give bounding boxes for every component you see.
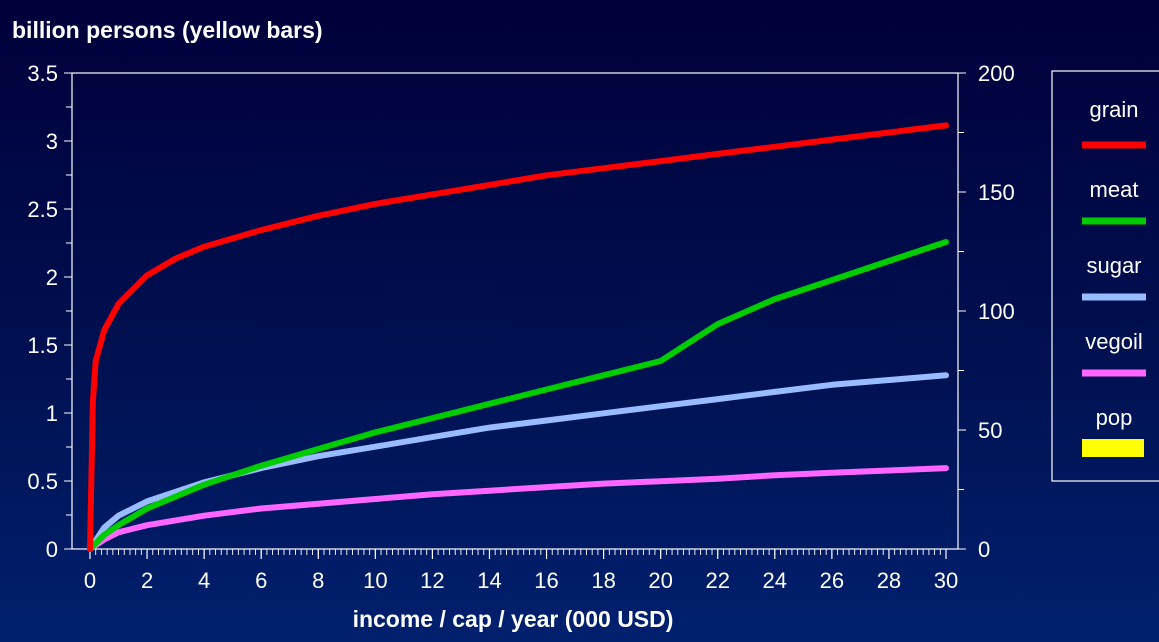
x-tick-label: 16 xyxy=(534,568,558,593)
y-right-tick-label: 150 xyxy=(978,180,1015,205)
y-right-tick-label: 50 xyxy=(978,418,1002,443)
grain-line xyxy=(87,122,949,552)
x-tick-label: 18 xyxy=(591,568,615,593)
y-left-tick-label: 1 xyxy=(46,401,58,426)
y-left-tick-label: 2 xyxy=(46,265,58,290)
legend-label-sugar: sugar xyxy=(1086,253,1141,278)
y-left-tick-label: 0.5 xyxy=(27,469,58,494)
y-left-tick-label: 1.5 xyxy=(27,333,58,358)
sugar-line xyxy=(87,372,949,552)
x-tick-label: 26 xyxy=(820,568,844,593)
y-left-tick-label: 3 xyxy=(46,129,58,154)
y-left-tick-label: 0 xyxy=(46,537,58,562)
legend-label-grain: grain xyxy=(1090,97,1139,122)
x-tick-label: 4 xyxy=(198,568,210,593)
legend: grain meat sugar vegoil pop xyxy=(1051,70,1159,482)
y-axis-label: billion persons (yellow bars) xyxy=(12,17,323,43)
x-tick-label: 12 xyxy=(420,568,444,593)
y-right-tick-label: 0 xyxy=(978,537,990,562)
x-tick-label: 28 xyxy=(877,568,901,593)
x-tick-label: 6 xyxy=(255,568,267,593)
legend-label-vegoil: vegoil xyxy=(1085,329,1142,354)
meat-line xyxy=(87,239,949,552)
y-right-tick-label: 100 xyxy=(978,299,1015,324)
x-tick-label: 8 xyxy=(312,568,324,593)
legend-swatch-grain xyxy=(1082,141,1146,149)
plot-frame xyxy=(71,72,959,550)
legend-box xyxy=(1051,70,1159,482)
y-right-tick-label: 200 xyxy=(978,61,1015,86)
x-tick-label: 20 xyxy=(648,568,672,593)
legend-swatch-pop xyxy=(1082,439,1144,457)
x-tick-label: 14 xyxy=(477,568,501,593)
legend-label-meat: meat xyxy=(1090,177,1139,202)
x-tick-label: 24 xyxy=(763,568,787,593)
vegoil-line xyxy=(87,465,949,552)
legend-swatch-sugar xyxy=(1082,293,1146,301)
x-tick-label: 0 xyxy=(84,568,96,593)
legend-swatch-vegoil xyxy=(1082,369,1146,377)
x-tick-label: 30 xyxy=(934,568,958,593)
x-tick-label: 2 xyxy=(141,568,153,593)
x-axis-label: income / cap / year (000 USD) xyxy=(353,606,674,632)
x-tick-label: 10 xyxy=(363,568,387,593)
y-left-tick-label: 2.5 xyxy=(27,197,58,222)
y-left-tick-label: 3.5 xyxy=(27,61,58,86)
legend-label-pop: pop xyxy=(1096,405,1133,430)
legend-swatch-meat xyxy=(1082,217,1146,225)
x-tick-label: 22 xyxy=(705,568,729,593)
